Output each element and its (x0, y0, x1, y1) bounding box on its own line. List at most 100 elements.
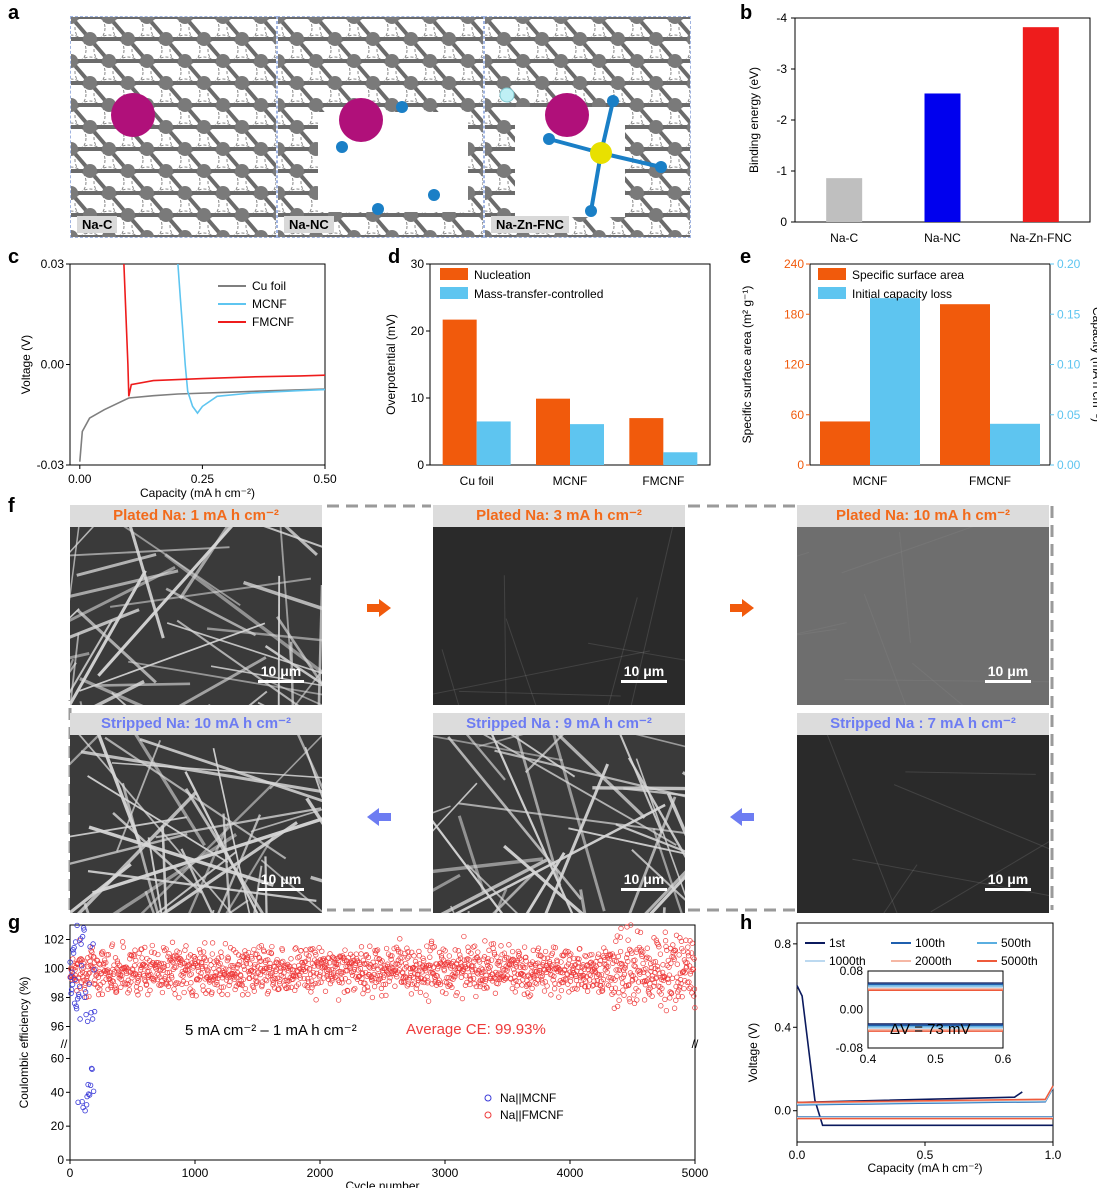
ring (264, 145, 276, 175)
data-point (379, 993, 385, 999)
fiber (88, 825, 274, 887)
data-point (484, 962, 491, 969)
data-point (357, 965, 364, 972)
ring (74, 144, 106, 176)
c-atom (366, 76, 380, 90)
data-point (415, 971, 421, 978)
data-point (143, 981, 150, 987)
bond (109, 235, 112, 237)
data-point (672, 947, 679, 954)
ring (607, 232, 629, 237)
ring (281, 144, 313, 176)
data-point (438, 952, 445, 959)
data-point (519, 982, 525, 988)
data-point (646, 955, 652, 961)
data-point (295, 955, 301, 961)
data-point (602, 948, 609, 954)
data-point (502, 956, 508, 963)
fiber (128, 660, 322, 696)
data-point (532, 972, 538, 978)
chart-b: 0 -1 -2 -3 -4 Binding energy (eV) Na-C Na-NC Na-… (747, 11, 1091, 245)
data-point (164, 962, 171, 969)
bond (430, 235, 433, 237)
ring (286, 232, 308, 237)
data-point (319, 948, 325, 954)
x-tick-label: Na-Zn-FNC (1010, 231, 1072, 245)
data-point (160, 967, 166, 973)
data-point (338, 976, 345, 982)
data-point (77, 1016, 83, 1022)
data-point (449, 984, 455, 991)
fiber (492, 871, 536, 913)
data-point (663, 1007, 670, 1014)
data-point (316, 960, 322, 966)
data-point (86, 993, 92, 1000)
c-atom (178, 17, 192, 24)
fiber (161, 821, 298, 913)
data-point (673, 932, 680, 938)
data-point (444, 974, 450, 981)
ring (188, 17, 220, 44)
sem-title: Stripped Na: 10 mA h cm⁻² (70, 713, 322, 735)
ring (659, 166, 690, 198)
data-point (227, 979, 233, 985)
fiber (269, 734, 322, 790)
ring (526, 17, 558, 44)
y-tick-label: 20 (411, 324, 425, 338)
c-atom (347, 54, 361, 68)
y-tick-label: 20 (51, 1119, 65, 1133)
data-point (665, 979, 672, 986)
c-atom (102, 54, 116, 68)
ring (488, 17, 520, 44)
data-point (288, 956, 294, 962)
data-point (604, 969, 610, 975)
data-point (141, 977, 148, 983)
data-point (662, 938, 669, 944)
c-atom (278, 142, 285, 156)
data-point (636, 967, 642, 974)
data-point (76, 993, 82, 1000)
data-point (146, 972, 152, 979)
data-point (535, 977, 541, 983)
data-point (306, 953, 312, 959)
data-point (223, 966, 229, 972)
c-atom (328, 32, 342, 46)
data-point (305, 956, 311, 962)
data-point (637, 969, 643, 975)
c-atom (278, 54, 285, 68)
ring (169, 210, 201, 237)
data-point (87, 1082, 94, 1088)
ring (621, 78, 653, 110)
c-atom (273, 165, 276, 177)
fiber (225, 835, 274, 913)
bond (147, 235, 150, 237)
c-atom (668, 17, 682, 24)
c-atom (535, 76, 549, 90)
data-point (529, 959, 536, 965)
data-point (108, 984, 114, 991)
data-point (358, 944, 365, 950)
data-point (257, 971, 263, 978)
data-point (342, 976, 349, 982)
c-atom (216, 230, 230, 237)
data-point (313, 997, 319, 1003)
data-point (431, 944, 437, 950)
x-axis-label: Capacity (mA h cm⁻²) (867, 1161, 982, 1175)
c-atom (461, 98, 475, 112)
data-point (200, 983, 206, 989)
plot-frame (69, 263, 326, 466)
y-tick-label: 120 (784, 358, 804, 372)
ring (278, 78, 294, 110)
data-point (103, 968, 110, 974)
data-point (621, 971, 628, 977)
x-tick-label: FMCNF (642, 474, 684, 488)
ring (150, 17, 182, 44)
ring (564, 56, 596, 88)
panel-b-letter: b (740, 2, 753, 24)
ring (169, 166, 201, 198)
data-point (416, 953, 422, 959)
fiber (240, 516, 322, 548)
ring (376, 34, 408, 66)
data-point (335, 961, 341, 968)
average-ce-text: Average CE: 99.93% (406, 1021, 546, 1038)
